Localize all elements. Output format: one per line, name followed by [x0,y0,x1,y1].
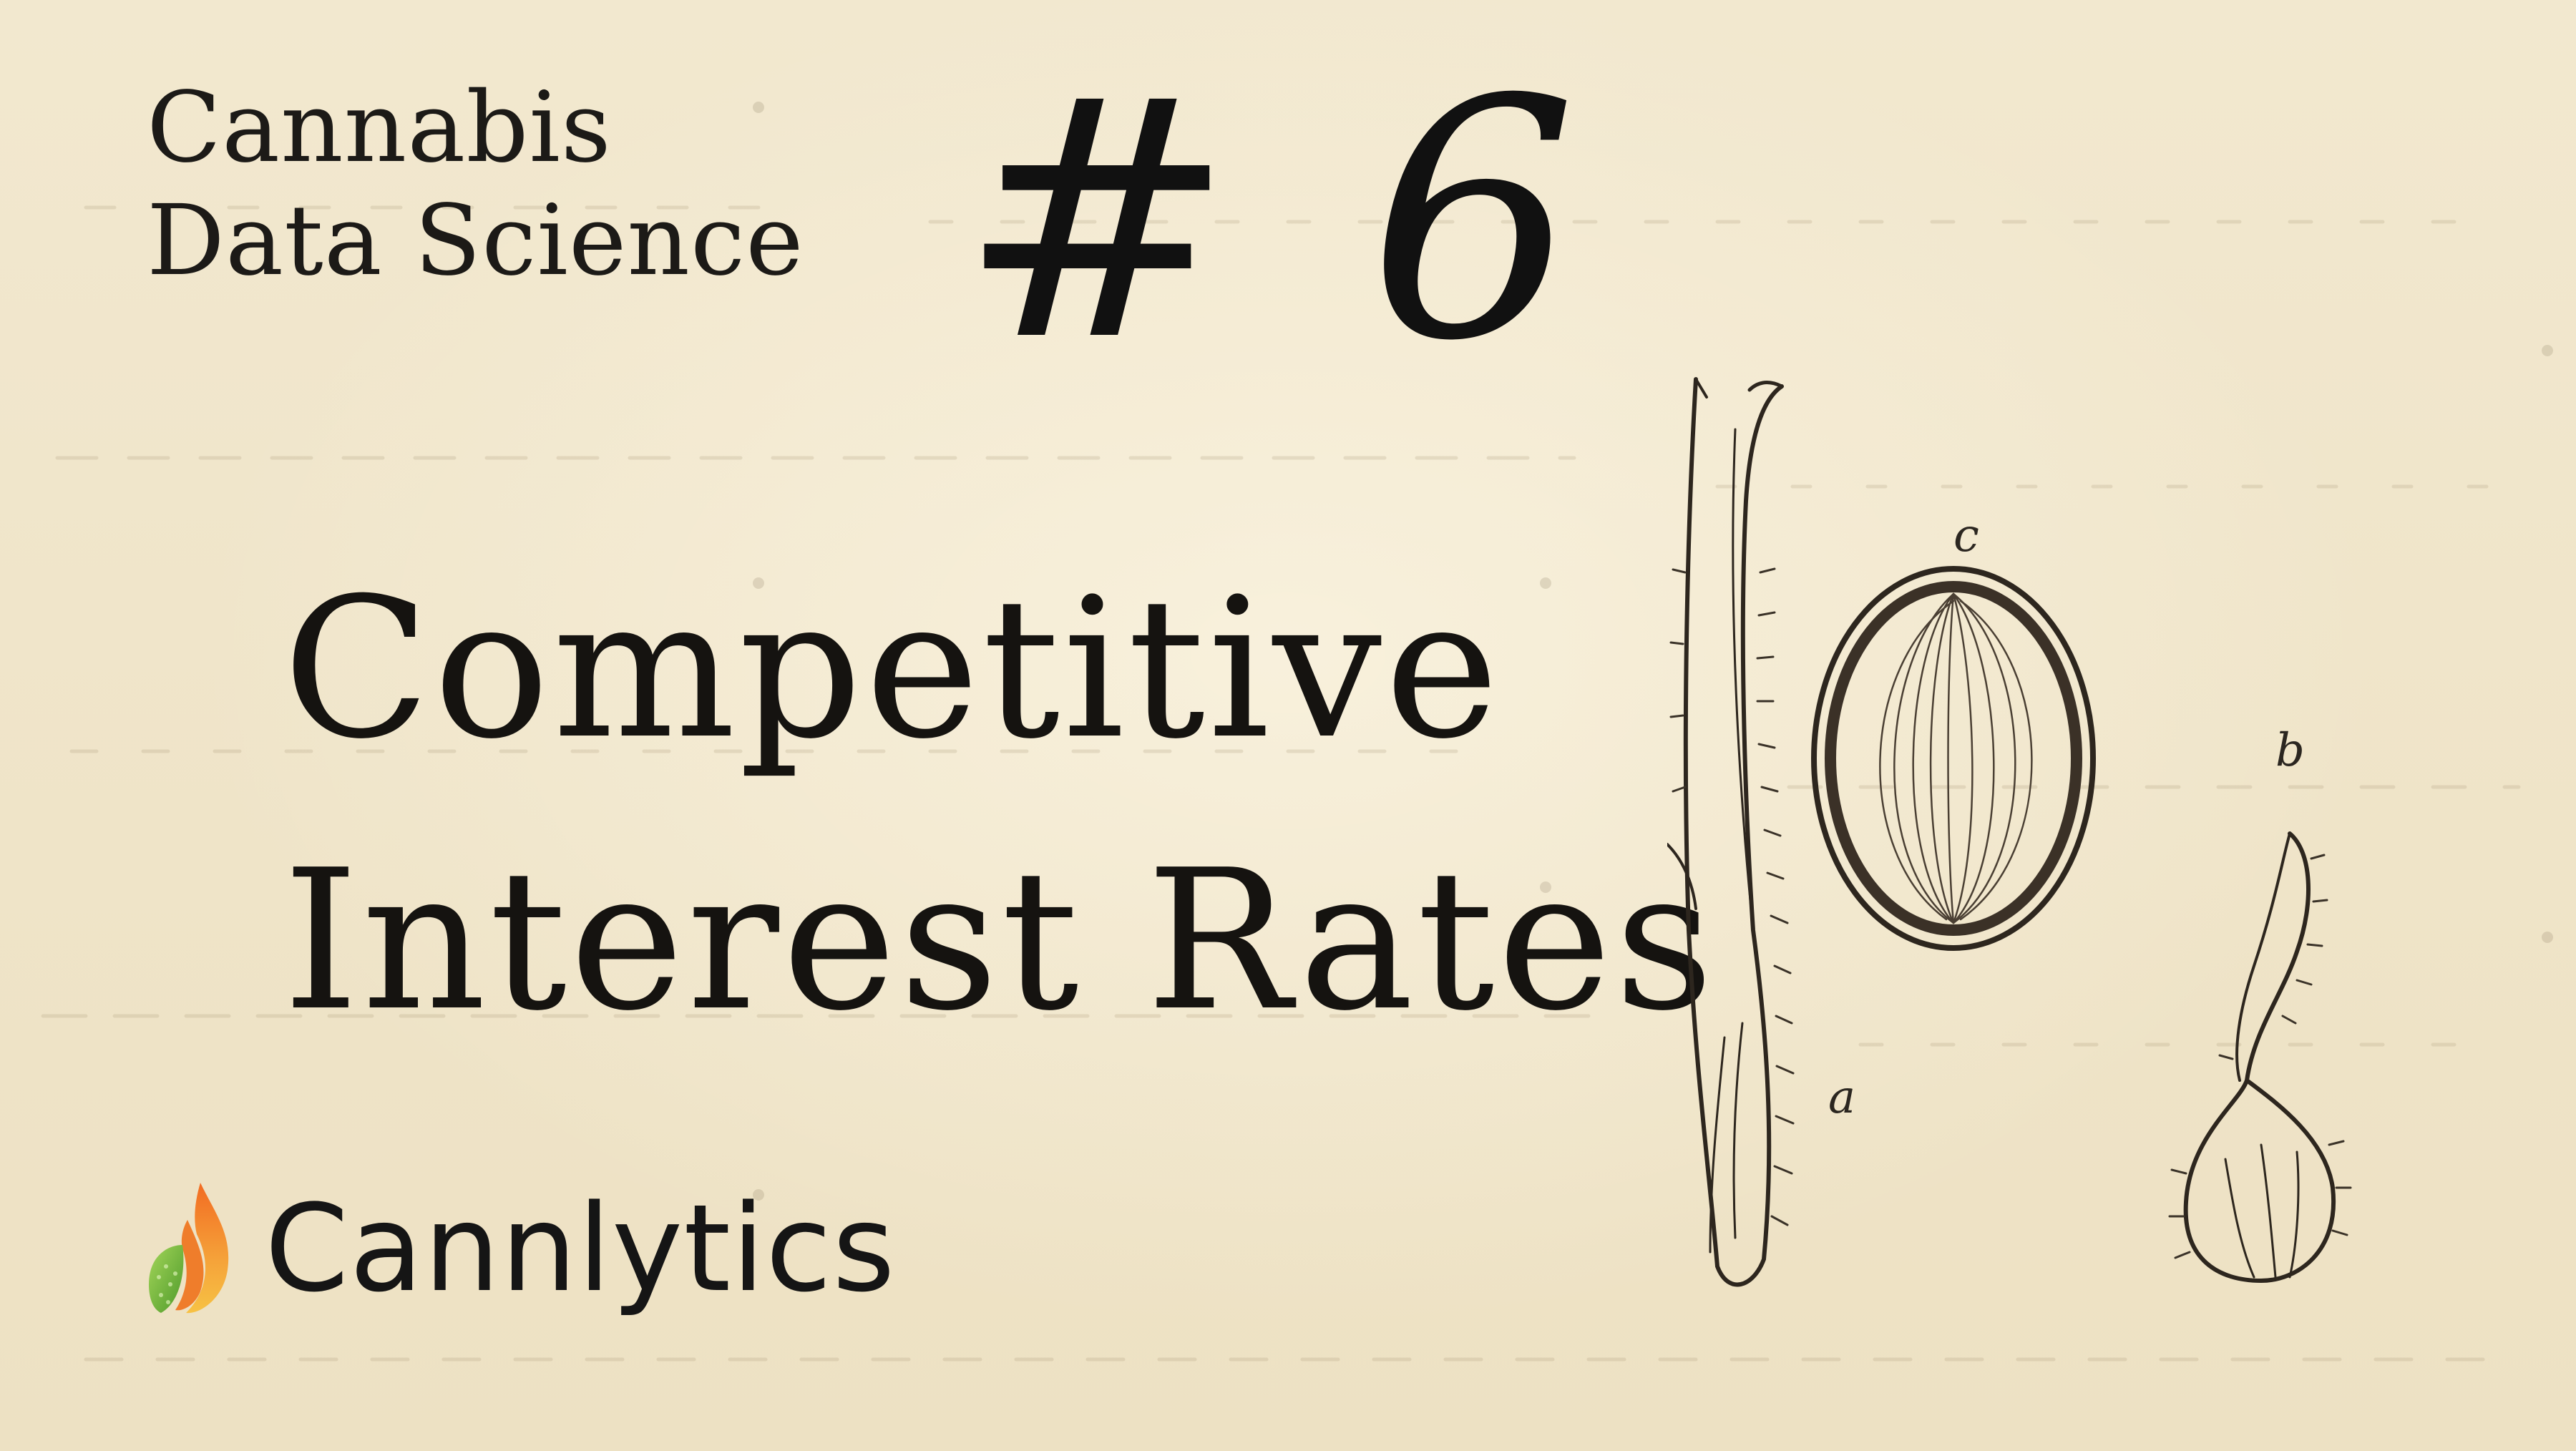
headline-line1: Competitive [283,556,1502,781]
series-title-line1: Cannabis [147,72,612,185]
flame-leaf-logo-icon [149,1183,229,1314]
seed-figure-b [2183,831,2336,1284]
issue-number: # 6 [959,30,1592,413]
series-title-line2: Data Science [147,185,804,298]
label-a: a [1828,1071,1855,1124]
label-c: c [1953,509,1979,562]
seed-botanical-engraving: a b c [1667,377,2352,1287]
bract-figure-a [1667,377,1784,1287]
series-title: Cannabis Data Science [147,72,977,298]
label-b: b [2275,724,2305,777]
headline-line2: Interest Rates [283,828,1717,1053]
seed-figure-c [1811,566,2096,951]
headline: Competitive Interest Rates [283,533,1717,1077]
brand-name: Cannlytics [265,1178,896,1319]
brand-logo: Cannlytics [143,1170,896,1327]
